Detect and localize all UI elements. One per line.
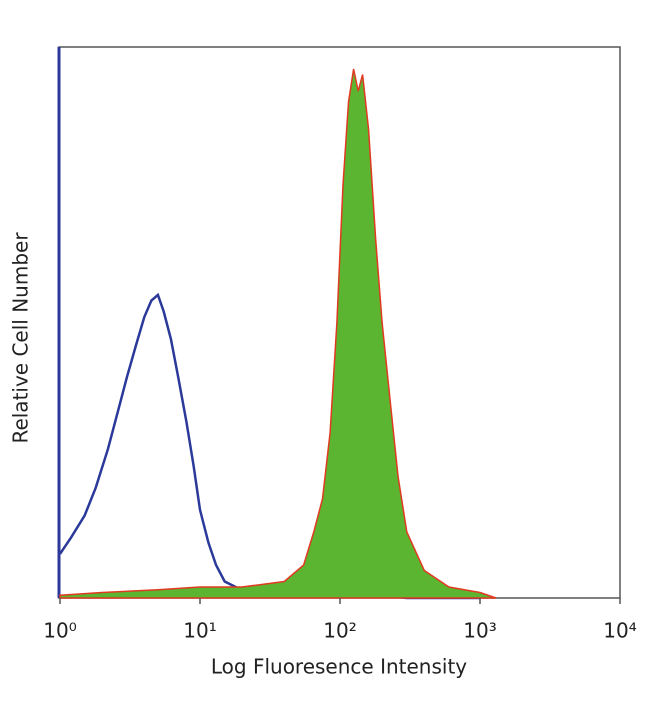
x-tick-label: 10⁰ <box>43 619 76 643</box>
x-tick-label: 10² <box>323 619 356 643</box>
x-tick-label: 10⁴ <box>603 619 636 643</box>
x-axis-label: Log Fluoresence Intensity <box>211 655 467 679</box>
histogram-area <box>59 68 497 599</box>
x-tick-label: 10³ <box>463 619 496 643</box>
y-axis-label: Relative Cell Number <box>9 232 33 444</box>
x-tick-label: 10¹ <box>183 619 216 643</box>
histogram-line <box>58 292 480 600</box>
